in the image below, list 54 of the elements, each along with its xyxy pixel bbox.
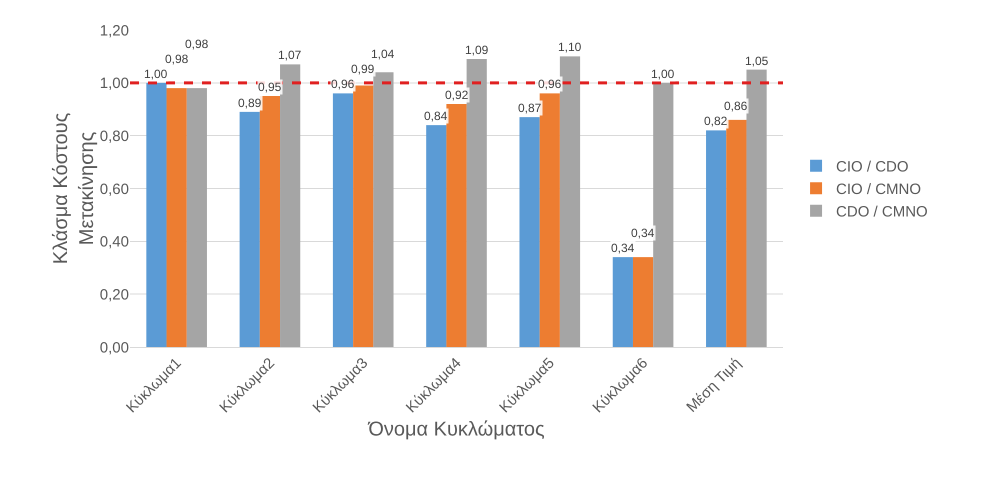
y-tick-label: 0,40 <box>100 234 129 251</box>
x-axis-title: Όνομα Κυκλώματος <box>367 418 546 440</box>
data-label: 1,00 <box>144 67 168 81</box>
y-tick-label: 1,20 <box>100 22 129 40</box>
data-label: 1,05 <box>745 54 769 68</box>
data-label: 1,00 <box>651 67 675 81</box>
bar <box>612 257 633 347</box>
bar <box>706 130 726 347</box>
data-label: 0,34 <box>631 226 655 240</box>
bar <box>166 88 187 347</box>
data-label: 0,34 <box>611 241 635 255</box>
bar <box>260 96 280 347</box>
data-label: 0,95 <box>258 80 282 94</box>
bar <box>466 59 487 347</box>
bar <box>353 85 374 347</box>
bar <box>746 70 767 347</box>
data-label: 0,86 <box>724 99 748 113</box>
y-axis-title: Κλάσμα Κόστους Μετακίνησης <box>50 112 98 264</box>
data-label: 0,96 <box>538 77 562 91</box>
bar <box>560 56 580 347</box>
data-label: 1,07 <box>278 48 302 62</box>
y-tick-label: 0,80 <box>100 128 129 145</box>
bar <box>446 104 467 347</box>
data-label: 0,82 <box>704 114 728 128</box>
y-tick-label: 0,60 <box>100 180 129 198</box>
data-label: 0,99 <box>351 62 375 76</box>
bar <box>653 82 674 347</box>
data-label: 0,84 <box>424 109 448 123</box>
bar <box>540 93 560 347</box>
data-label: 0,89 <box>238 96 262 110</box>
legend-label: CIO / CMNO <box>836 181 922 198</box>
bar <box>632 257 654 347</box>
bar <box>186 88 207 347</box>
y-tick-label: 1,00 <box>100 75 129 92</box>
data-label: 0,87 <box>518 101 542 115</box>
y-tick-label: 0,00 <box>100 339 129 356</box>
legend-label: CDO / CMNO <box>836 204 928 221</box>
data-label: 0,98 <box>165 52 189 66</box>
bar <box>373 72 394 347</box>
legend-label: CIO / CDO <box>836 158 909 176</box>
data-label: 1,10 <box>558 40 582 54</box>
bar <box>519 117 540 347</box>
bar <box>332 93 354 347</box>
data-label: 0,96 <box>331 77 355 91</box>
bar <box>726 120 746 347</box>
data-label: 1,04 <box>371 47 395 61</box>
data-label: 0,98 <box>185 37 209 51</box>
data-label: 1,09 <box>465 43 489 57</box>
data-label: 0,92 <box>445 88 469 102</box>
bar <box>146 82 167 347</box>
y-tick-label: 0,20 <box>100 286 129 304</box>
bar <box>426 125 446 347</box>
bar <box>280 64 300 347</box>
bar <box>240 112 260 347</box>
